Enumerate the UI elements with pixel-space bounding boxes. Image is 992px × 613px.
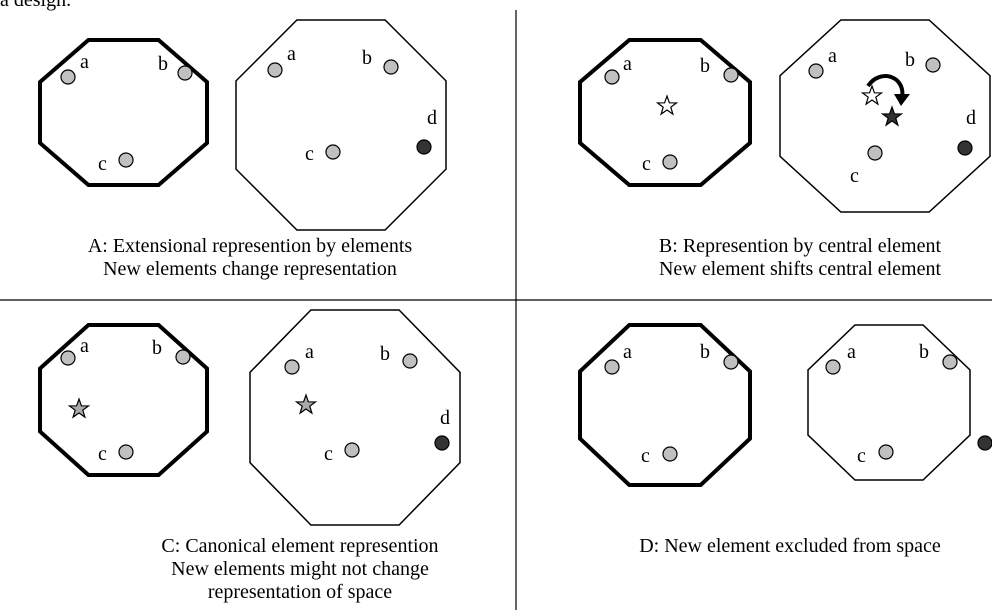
element-label: a — [623, 53, 632, 75]
caption-line: New elements might not change — [171, 558, 429, 580]
caption-line: New elements change representation — [103, 258, 397, 280]
element-dot — [604, 69, 620, 85]
element-label: a — [80, 335, 89, 357]
central-star — [294, 393, 318, 415]
element-dot — [977, 435, 992, 451]
element-dot — [867, 145, 883, 161]
octagon — [235, 19, 447, 231]
element-dot — [175, 349, 191, 365]
element-label: a — [305, 341, 314, 363]
element-label: d — [427, 107, 437, 129]
element-dot — [344, 442, 360, 458]
element-label: c — [98, 153, 107, 175]
central-star — [655, 94, 679, 116]
element-label: b — [905, 49, 915, 71]
element-label: b — [700, 55, 710, 77]
element-dot — [604, 359, 620, 375]
element-label: d — [966, 107, 976, 129]
element-dot — [284, 359, 300, 375]
element-dot — [416, 139, 432, 155]
octagon — [249, 309, 461, 526]
element-dot — [325, 144, 341, 160]
element-label: a — [80, 51, 89, 73]
element-label: b — [380, 343, 390, 365]
arrow-head — [894, 94, 910, 106]
caption-line: A: Extensional represention by elements — [88, 235, 413, 257]
element-dot — [118, 444, 134, 460]
octagon — [807, 324, 971, 481]
element-dot — [402, 353, 418, 369]
element-label: b — [362, 47, 372, 69]
element-dot — [434, 435, 450, 451]
caption-line: New element shifts central element — [659, 258, 942, 280]
element-dot — [957, 140, 973, 156]
octagon — [38, 323, 209, 477]
octagon — [578, 323, 752, 487]
element-label: c — [305, 143, 314, 165]
central-star — [880, 105, 904, 127]
element-label: c — [324, 443, 333, 465]
caption-line: B: Represention by central element — [659, 235, 942, 257]
central-star — [67, 397, 91, 419]
element-label: b — [919, 341, 929, 363]
element-label: c — [850, 165, 859, 187]
element-dot — [808, 63, 824, 79]
element-label: b — [700, 341, 710, 363]
element-label: c — [857, 445, 866, 467]
element-dot — [723, 354, 739, 370]
octagon — [38, 38, 209, 187]
fragment-text: a design. — [0, 0, 71, 11]
element-label: c — [642, 153, 651, 175]
element-label: a — [287, 43, 296, 65]
element-dot — [942, 354, 958, 370]
caption-line: C: Canonical element represention — [161, 535, 438, 557]
element-dot — [662, 446, 678, 462]
caption-line: D: New element excluded from space — [639, 535, 941, 557]
element-dot — [60, 350, 76, 366]
element-dot — [383, 59, 399, 75]
octagon — [779, 19, 991, 213]
element-label: a — [623, 341, 632, 363]
element-dot — [118, 152, 134, 168]
element-label: c — [98, 443, 107, 465]
element-label: b — [152, 337, 162, 359]
element-label: a — [828, 45, 837, 67]
element-dot — [177, 65, 193, 81]
element-dot — [925, 57, 941, 73]
shift-arrow — [866, 74, 905, 99]
element-label: a — [847, 341, 856, 363]
octagon — [578, 38, 752, 187]
element-dot — [825, 359, 841, 375]
central-star — [860, 84, 884, 106]
element-dot — [60, 69, 76, 85]
element-dot — [723, 67, 739, 83]
element-label: b — [158, 53, 168, 75]
element-label: d — [440, 407, 450, 429]
element-dot — [878, 444, 894, 460]
element-label: c — [641, 445, 650, 467]
element-dot — [662, 154, 678, 170]
element-dot — [267, 62, 283, 78]
caption-line: representation of space — [208, 581, 392, 603]
